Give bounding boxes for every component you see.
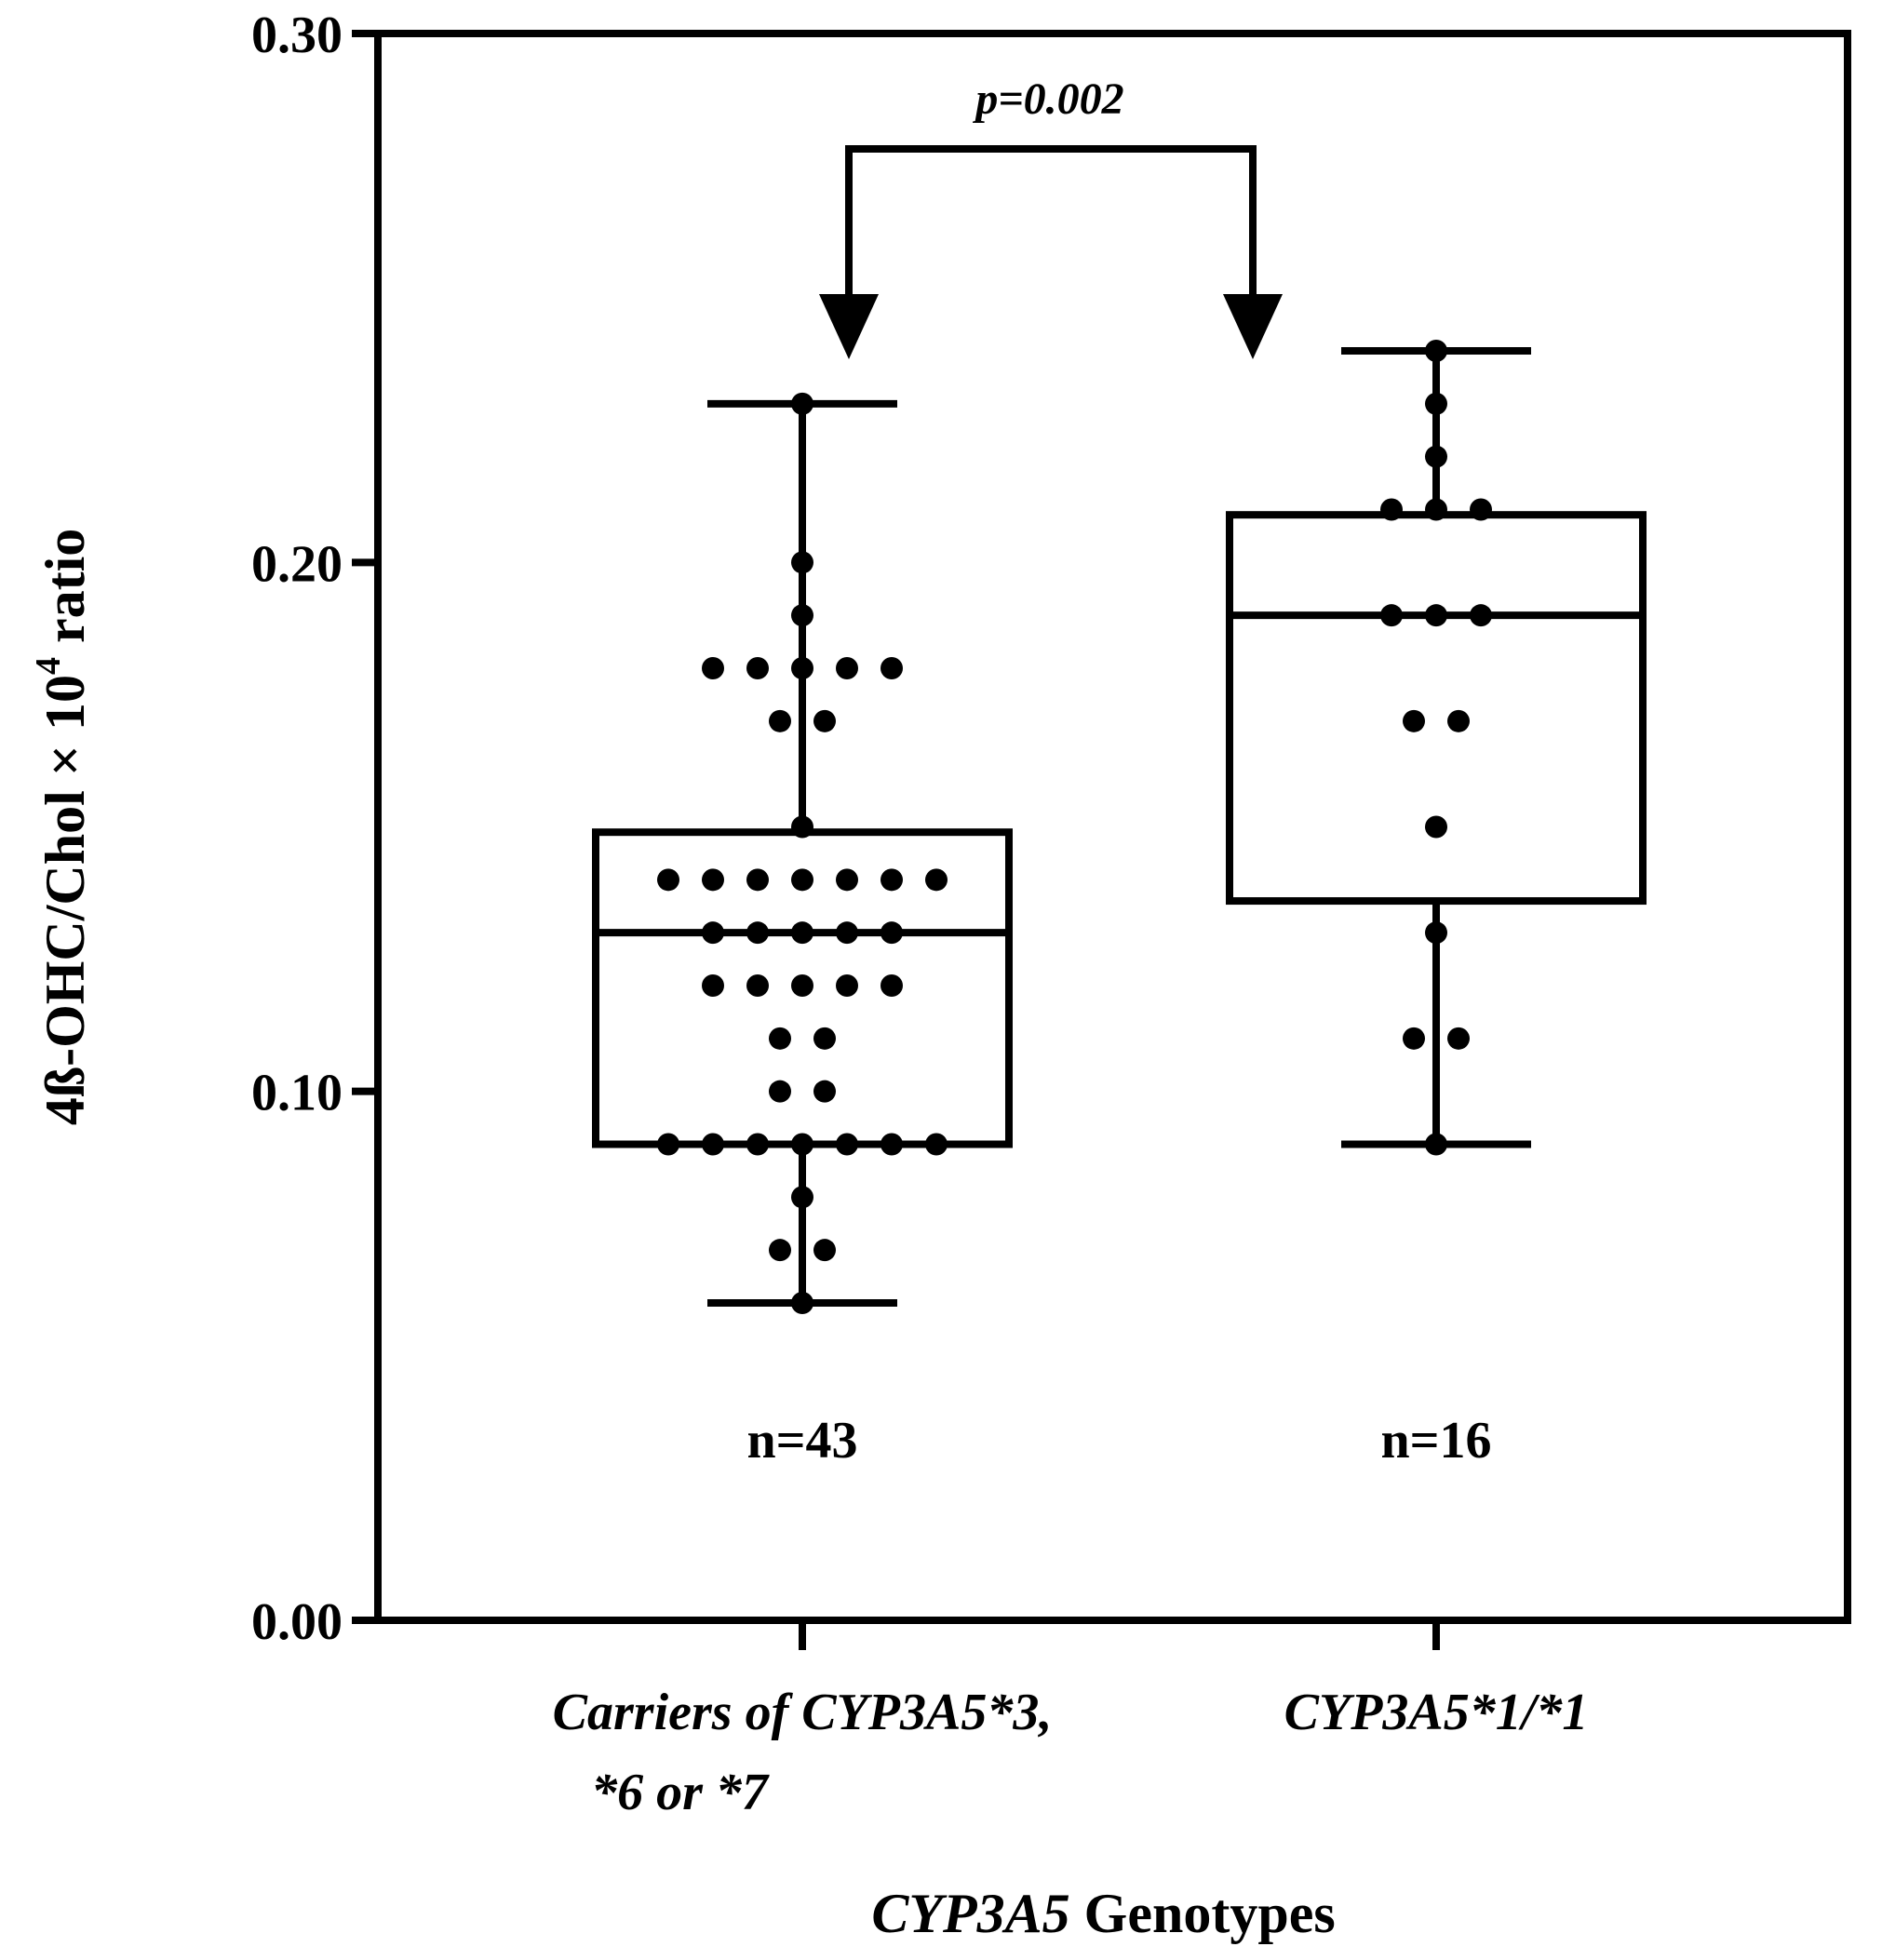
chart-labels: 4ß-OHC/Chol × 104 ratio n=43 Carriers of C… <box>29 529 1588 1944</box>
data-point <box>702 974 724 997</box>
axes <box>374 30 1851 1624</box>
data-point <box>791 657 813 679</box>
y-tick-label: 0.10 <box>251 1065 343 1122</box>
data-point <box>769 709 791 732</box>
data-point <box>791 1186 813 1209</box>
data-point <box>1425 392 1447 415</box>
data-point <box>1470 498 1492 521</box>
data-points <box>657 340 1492 1314</box>
data-point <box>769 1080 791 1103</box>
box-plots <box>592 347 1647 1307</box>
data-point <box>1447 1027 1470 1050</box>
y-tick-label: 0.30 <box>251 7 343 64</box>
data-point <box>657 1133 679 1156</box>
data-point <box>746 657 769 679</box>
y-axis-label-exponent: 4 <box>29 657 68 675</box>
data-point <box>746 868 769 892</box>
data-point <box>881 974 903 997</box>
data-point <box>881 921 903 945</box>
y-axis-label-suffix: ratio <box>34 529 96 657</box>
data-point <box>1447 709 1470 732</box>
arrow-head-right <box>1223 294 1283 359</box>
data-point <box>791 1292 813 1314</box>
data-point <box>791 815 813 839</box>
data-point <box>1403 709 1425 732</box>
arrow-head-left <box>819 294 879 359</box>
data-point <box>813 709 836 732</box>
x-axis-label-italic: CYP3A5 <box>871 1883 1069 1944</box>
data-point <box>791 1133 813 1156</box>
data-point <box>702 868 724 892</box>
significance-bracket: p=0.002 <box>819 74 1283 359</box>
data-point <box>791 868 813 892</box>
data-point <box>1380 604 1403 627</box>
data-point <box>657 868 679 892</box>
data-point <box>746 921 769 945</box>
bracket-line <box>845 145 1257 294</box>
data-point <box>746 974 769 997</box>
data-point <box>1425 815 1447 839</box>
p-value-label: p=0.002 <box>972 74 1123 124</box>
y-axis-label: 4ß-OHC/Chol × 104 ratio <box>29 529 96 1126</box>
x-axis-label-rest: Genotypes <box>1070 1883 1336 1944</box>
y-tick-label: 0.20 <box>251 535 343 593</box>
data-point <box>791 921 813 945</box>
sample-size-label: n=43 <box>746 1412 857 1470</box>
data-point <box>1425 921 1447 945</box>
data-point <box>836 1133 858 1156</box>
data-point <box>1380 498 1403 521</box>
data-point <box>791 392 813 415</box>
x-axis-label: CYP3A5 Genotypes <box>871 1883 1335 1944</box>
data-point <box>836 921 858 945</box>
data-point <box>702 1133 724 1156</box>
data-point <box>925 868 948 892</box>
category-label: Carriers of CYP3A5*3, <box>553 1684 1053 1741</box>
data-point <box>925 1133 948 1156</box>
plot-frame <box>374 30 1851 1624</box>
data-point <box>702 921 724 945</box>
data-point <box>881 657 903 679</box>
data-point <box>746 1133 769 1156</box>
data-point <box>881 868 903 892</box>
data-point <box>791 604 813 627</box>
data-point <box>791 974 813 997</box>
data-point <box>1403 1027 1425 1050</box>
y-axis-label-main: 4ß-OHC/Chol × 10 <box>34 675 96 1125</box>
data-point <box>1470 604 1492 627</box>
category-label: *6 or *7 <box>591 1764 770 1821</box>
data-point <box>1425 1133 1447 1156</box>
sample-size-label: n=16 <box>1380 1412 1491 1470</box>
data-point <box>813 1027 836 1050</box>
data-point <box>769 1239 791 1262</box>
data-point <box>813 1080 836 1103</box>
data-point <box>791 551 813 574</box>
data-point <box>836 868 858 892</box>
y-axis-ticks: 0.00 0.10 0.20 0.30 <box>251 7 1440 1651</box>
data-point <box>1425 445 1447 468</box>
data-point <box>1425 340 1447 362</box>
data-point <box>769 1027 791 1050</box>
data-point <box>836 657 858 679</box>
data-point <box>813 1239 836 1262</box>
data-point <box>1425 498 1447 521</box>
category-label: CYP3A5*1/*1 <box>1284 1684 1589 1741</box>
iqr-box <box>1226 511 1647 906</box>
data-point <box>702 657 724 679</box>
y-tick-label: 0.00 <box>251 1593 343 1651</box>
data-point <box>881 1133 903 1156</box>
data-point <box>1425 604 1447 627</box>
data-point <box>836 974 858 997</box>
